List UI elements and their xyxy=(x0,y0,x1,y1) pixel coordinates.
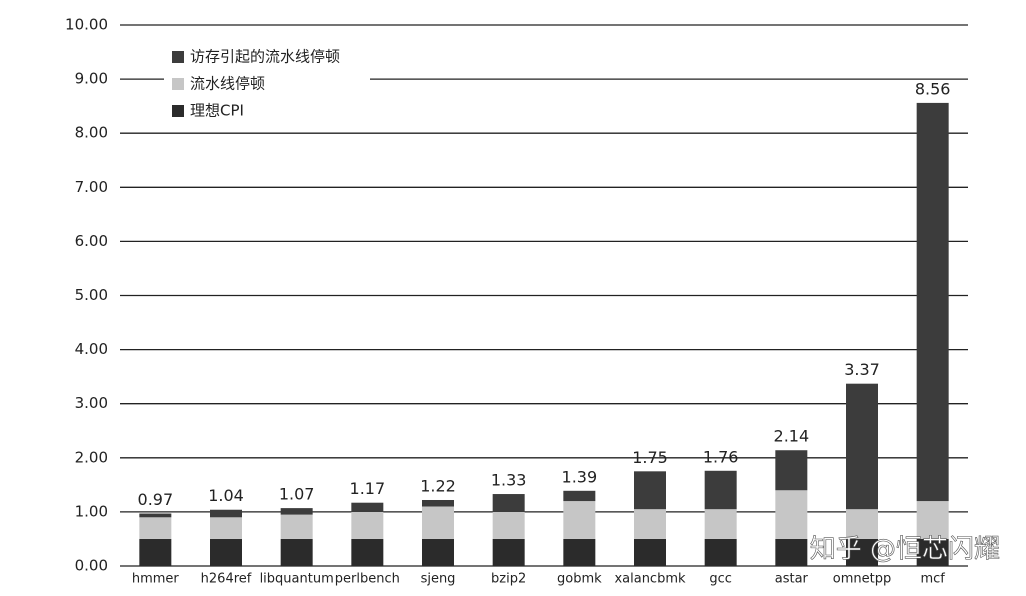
y-tick-label: 3.00 xyxy=(75,394,108,412)
bar-segment xyxy=(563,501,596,539)
value-label: 1.04 xyxy=(208,486,244,505)
y-tick-label: 9.00 xyxy=(75,70,108,88)
value-label: 1.22 xyxy=(420,476,456,495)
y-tick-label: 4.00 xyxy=(75,340,108,358)
bar-segment xyxy=(916,538,949,566)
bar-segment xyxy=(846,509,878,539)
value-label: 8.56 xyxy=(915,79,951,98)
watermark: 知乎 @恒芯闪耀 xyxy=(810,535,1000,565)
bar-segment xyxy=(280,514,313,539)
bar-segment xyxy=(492,538,525,566)
bar-segment xyxy=(210,509,242,518)
y-tick-label: 6.00 xyxy=(75,232,108,250)
x-tick-label: bzip2 xyxy=(491,572,526,587)
bar-segment xyxy=(634,509,666,539)
y-tick-label: 10.00 xyxy=(65,16,108,34)
legend-label: 理想CPI xyxy=(190,102,244,120)
legend-label: 访存引起的流水线停顿 xyxy=(190,48,340,66)
bar-segment xyxy=(210,538,242,566)
bar-segment xyxy=(422,506,454,539)
bar-segment xyxy=(492,511,525,539)
bar-segment xyxy=(139,517,172,539)
x-tick-label: xalancbmk xyxy=(614,572,686,587)
x-tick-label: perlbench xyxy=(335,572,400,587)
legend-swatch xyxy=(172,105,184,117)
bar-segment xyxy=(422,538,454,566)
bar-segment xyxy=(139,513,172,518)
x-tick-label: mcf xyxy=(920,572,945,587)
bar-segment xyxy=(704,470,737,510)
bar-segment xyxy=(704,538,737,566)
bar-segment xyxy=(563,490,596,502)
x-tick-label: libquantum xyxy=(260,572,334,587)
value-label: 1.75 xyxy=(632,448,668,467)
legend-swatch xyxy=(172,51,184,63)
bar-segment xyxy=(704,509,737,539)
y-tick-label: 7.00 xyxy=(75,178,108,196)
x-tick-label: omnetpp xyxy=(833,572,891,587)
bar-segment xyxy=(916,501,949,539)
bar-segment xyxy=(280,538,313,566)
x-tick-label: h264ref xyxy=(201,572,252,587)
y-tick-label: 2.00 xyxy=(75,448,108,466)
bar-segment xyxy=(634,538,666,566)
bar-segment xyxy=(563,538,596,566)
value-label: 3.37 xyxy=(844,360,880,379)
bar-segment xyxy=(846,383,878,510)
value-label: 2.14 xyxy=(774,427,810,446)
bar-segment xyxy=(775,538,808,566)
bar-segment xyxy=(846,538,878,566)
x-tick-label: sjeng xyxy=(421,572,456,587)
value-label: 1.76 xyxy=(703,447,739,466)
value-label: 0.97 xyxy=(138,490,174,509)
bar-segment xyxy=(916,102,949,502)
value-label: 1.17 xyxy=(350,479,386,498)
y-tick-label: 1.00 xyxy=(75,502,108,520)
x-tick-label: gobmk xyxy=(557,572,602,587)
bar-segment xyxy=(139,538,172,566)
bar-segment xyxy=(210,517,242,539)
y-tick-label: 5.00 xyxy=(75,286,108,304)
legend-box xyxy=(164,40,370,126)
y-tick-label: 0.00 xyxy=(75,557,108,575)
x-tick-label: astar xyxy=(775,572,809,587)
value-label: 1.07 xyxy=(279,485,315,504)
bar-segment xyxy=(351,538,384,566)
x-tick-label: gcc xyxy=(709,572,732,587)
legend-label: 流水线停顿 xyxy=(190,75,265,93)
value-label: 1.39 xyxy=(562,467,598,486)
bar-segment xyxy=(775,450,808,491)
bar-segment xyxy=(280,508,313,515)
bar-segment xyxy=(775,490,808,539)
legend-swatch xyxy=(172,78,184,90)
x-tick-label: hmmer xyxy=(132,572,180,587)
bar-segment xyxy=(351,511,384,539)
bar-segment xyxy=(351,502,384,512)
y-tick-label: 8.00 xyxy=(75,124,108,142)
value-label: 1.33 xyxy=(491,471,527,490)
bar-segment xyxy=(422,499,454,507)
bar-segment xyxy=(634,471,666,510)
bar-segment xyxy=(492,494,525,512)
